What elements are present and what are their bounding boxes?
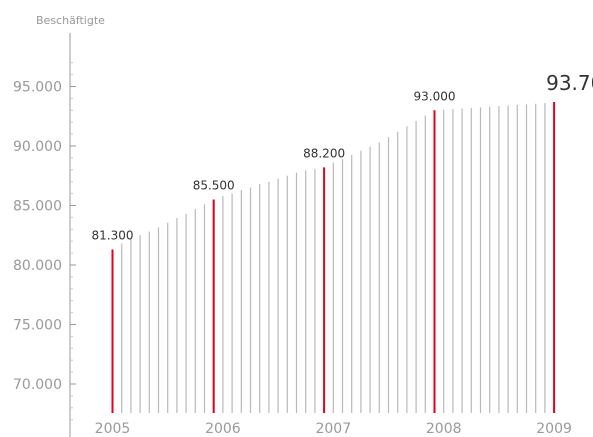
y-ticks: 70.000 75.000 80.000 85.000 90.000 95.000 bbox=[13, 62, 76, 421]
y-tick-label: 70.000 bbox=[13, 377, 62, 393]
data-label: 85.500 bbox=[193, 179, 235, 193]
x-tick-label: 2005 bbox=[95, 421, 131, 437]
x-tick-label: 2007 bbox=[315, 421, 351, 437]
data-label: 81.300 bbox=[92, 229, 134, 243]
y-axis-title: Beschäftigte bbox=[36, 14, 105, 27]
bars bbox=[111, 101, 556, 413]
y-tick-label: 90.000 bbox=[13, 139, 62, 155]
data-label: 88.200 bbox=[303, 146, 345, 160]
x-labels: 2005 2006 2007 2008 2009 bbox=[95, 421, 572, 437]
y-tick-label: 95.000 bbox=[13, 80, 62, 96]
x-tick-label: 2008 bbox=[426, 421, 462, 437]
y-tick-label: 80.000 bbox=[13, 258, 62, 274]
data-label: 93.700* bbox=[546, 71, 593, 95]
data-label: 93.000 bbox=[414, 89, 456, 103]
data-labels: 81.300 85.500 88.200 93.000 93.700* bbox=[92, 71, 593, 243]
y-tick-label: 85.000 bbox=[13, 199, 62, 215]
y-tick-label: 75.000 bbox=[13, 318, 62, 334]
x-tick-label: 2006 bbox=[205, 421, 241, 437]
x-tick-label: 2009 bbox=[536, 421, 572, 437]
